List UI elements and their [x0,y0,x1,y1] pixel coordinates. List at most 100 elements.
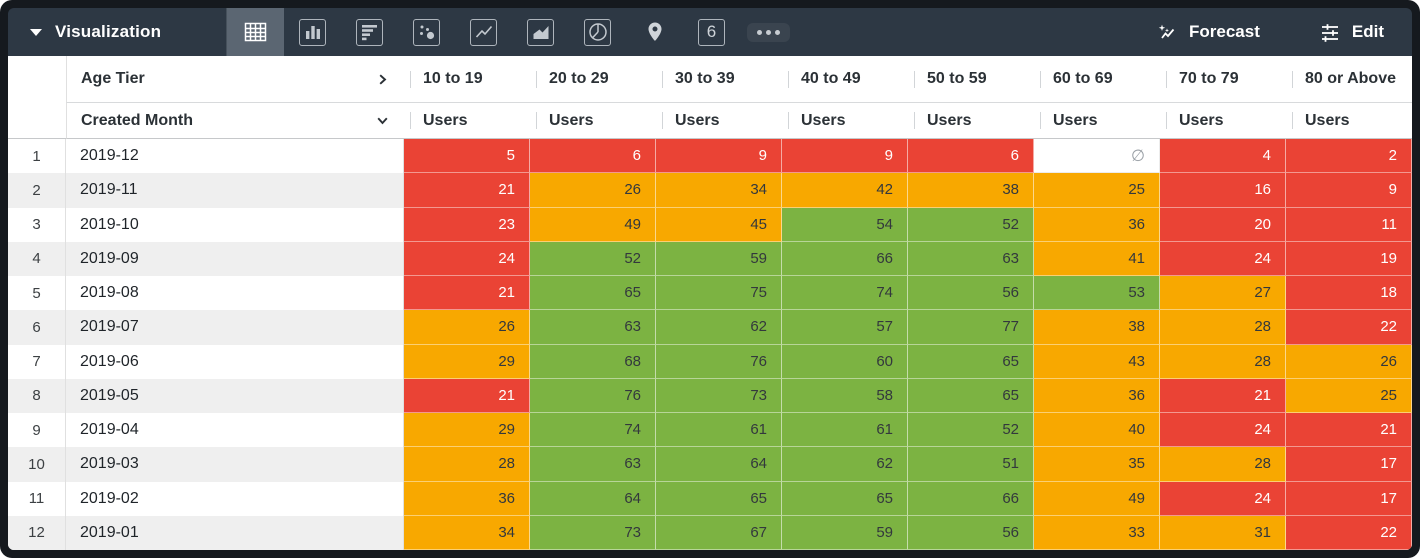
data-cell[interactable]: 65 [530,276,656,311]
data-cell[interactable]: 33 [1034,515,1160,550]
data-cell[interactable]: 59 [782,515,908,550]
data-cell[interactable]: 76 [656,344,782,379]
data-cell[interactable]: 2 [1286,139,1412,174]
viz-type-line[interactable] [455,8,512,56]
visualization-section-toggle[interactable]: Visualization [8,8,226,56]
column-header-age-tier[interactable]: 30 to 39 [656,56,782,103]
data-cell[interactable]: 22 [1286,515,1412,550]
column-header-age-tier[interactable]: 20 to 29 [530,56,656,103]
data-cell[interactable]: 65 [908,378,1034,413]
data-cell[interactable]: 26 [404,310,530,345]
column-header-measure[interactable]: Users [656,103,782,139]
data-cell[interactable]: 18 [1286,276,1412,311]
column-header-age-tier[interactable]: 50 to 59 [908,56,1034,103]
data-cell[interactable]: 24 [1160,241,1286,276]
data-cell[interactable]: 24 [1160,481,1286,516]
row-month-cell[interactable]: 2019-08 [66,276,404,311]
data-cell[interactable]: 74 [782,276,908,311]
viz-type-table[interactable] [227,8,284,56]
row-month-cell[interactable]: 2019-07 [66,310,404,345]
data-cell[interactable]: 52 [908,207,1034,242]
column-header-measure[interactable]: Users [908,103,1034,139]
row-month-cell[interactable]: 2019-03 [66,447,404,482]
data-cell[interactable]: 60 [782,344,908,379]
row-month-cell[interactable]: 2019-05 [66,378,404,413]
row-month-cell[interactable]: 2019-12 [66,139,404,174]
data-cell[interactable]: 40 [1034,413,1160,448]
data-cell[interactable]: 25 [1034,173,1160,208]
data-cell[interactable]: 41 [1034,241,1160,276]
data-cell[interactable]: 21 [1160,378,1286,413]
data-cell[interactable]: 74 [530,413,656,448]
row-month-cell[interactable]: 2019-04 [66,413,404,448]
data-cell[interactable]: 9 [1286,173,1412,208]
data-cell[interactable]: 57 [782,310,908,345]
viz-type-more[interactable] [740,8,797,56]
data-cell[interactable]: 77 [908,310,1034,345]
row-month-cell[interactable]: 2019-11 [66,173,404,208]
data-cell[interactable]: 67 [656,515,782,550]
column-header-age-tier[interactable]: 70 to 79 [1160,56,1286,103]
data-cell[interactable]: 28 [1160,447,1286,482]
data-cell[interactable]: 56 [908,515,1034,550]
data-cell[interactable]: 27 [1160,276,1286,311]
data-cell[interactable]: 51 [908,447,1034,482]
data-cell[interactable]: 31 [1160,515,1286,550]
data-cell[interactable]: 68 [530,344,656,379]
viz-type-bar[interactable] [284,8,341,56]
data-cell[interactable]: 45 [656,207,782,242]
data-cell[interactable]: 63 [908,241,1034,276]
viz-type-pie[interactable] [569,8,626,56]
data-cell[interactable]: 4 [1160,139,1286,174]
data-cell[interactable]: 20 [1160,207,1286,242]
pivot-dimension-header[interactable]: Age Tier [66,56,404,103]
data-cell[interactable]: 21 [1286,413,1412,448]
data-cell[interactable]: 56 [908,276,1034,311]
data-cell[interactable]: 6 [530,139,656,174]
column-header-measure[interactable]: Users [404,103,530,139]
data-cell[interactable]: 61 [782,413,908,448]
row-month-cell[interactable]: 2019-09 [66,241,404,276]
data-cell[interactable]: 49 [530,207,656,242]
data-cell[interactable]: 21 [404,173,530,208]
data-cell[interactable]: 36 [1034,207,1160,242]
data-cell[interactable]: 58 [782,378,908,413]
data-cell[interactable]: ∅ [1034,139,1160,174]
data-cell[interactable]: 61 [656,413,782,448]
data-cell[interactable]: 28 [1160,344,1286,379]
column-header-age-tier[interactable]: 80 or Above [1286,56,1412,103]
viz-type-area[interactable] [512,8,569,56]
data-cell[interactable]: 76 [530,378,656,413]
data-cell[interactable]: 65 [656,481,782,516]
data-cell[interactable]: 23 [404,207,530,242]
column-header-measure[interactable]: Users [1034,103,1160,139]
data-cell[interactable]: 65 [908,344,1034,379]
data-cell[interactable]: 11 [1286,207,1412,242]
row-dimension-header[interactable]: Created Month [66,103,404,139]
data-cell[interactable]: 29 [404,344,530,379]
data-cell[interactable]: 6 [908,139,1034,174]
forecast-button[interactable]: Forecast [1149,20,1266,44]
data-cell[interactable]: 9 [656,139,782,174]
column-header-measure[interactable]: Users [530,103,656,139]
data-cell[interactable]: 29 [404,413,530,448]
data-cell[interactable]: 62 [656,310,782,345]
data-cell[interactable]: 65 [782,481,908,516]
data-cell[interactable]: 75 [656,276,782,311]
data-cell[interactable]: 52 [908,413,1034,448]
data-cell[interactable]: 24 [404,241,530,276]
data-cell[interactable]: 54 [782,207,908,242]
data-cell[interactable]: 53 [1034,276,1160,311]
data-cell[interactable]: 16 [1160,173,1286,208]
data-cell[interactable]: 25 [1286,378,1412,413]
data-cell[interactable]: 5 [404,139,530,174]
data-cell[interactable]: 17 [1286,481,1412,516]
data-cell[interactable]: 35 [1034,447,1160,482]
row-month-cell[interactable]: 2019-10 [66,207,404,242]
data-cell[interactable]: 34 [656,173,782,208]
data-cell[interactable]: 9 [782,139,908,174]
data-cell[interactable]: 43 [1034,344,1160,379]
data-cell[interactable]: 59 [656,241,782,276]
data-cell[interactable]: 38 [908,173,1034,208]
column-header-measure[interactable]: Users [1160,103,1286,139]
